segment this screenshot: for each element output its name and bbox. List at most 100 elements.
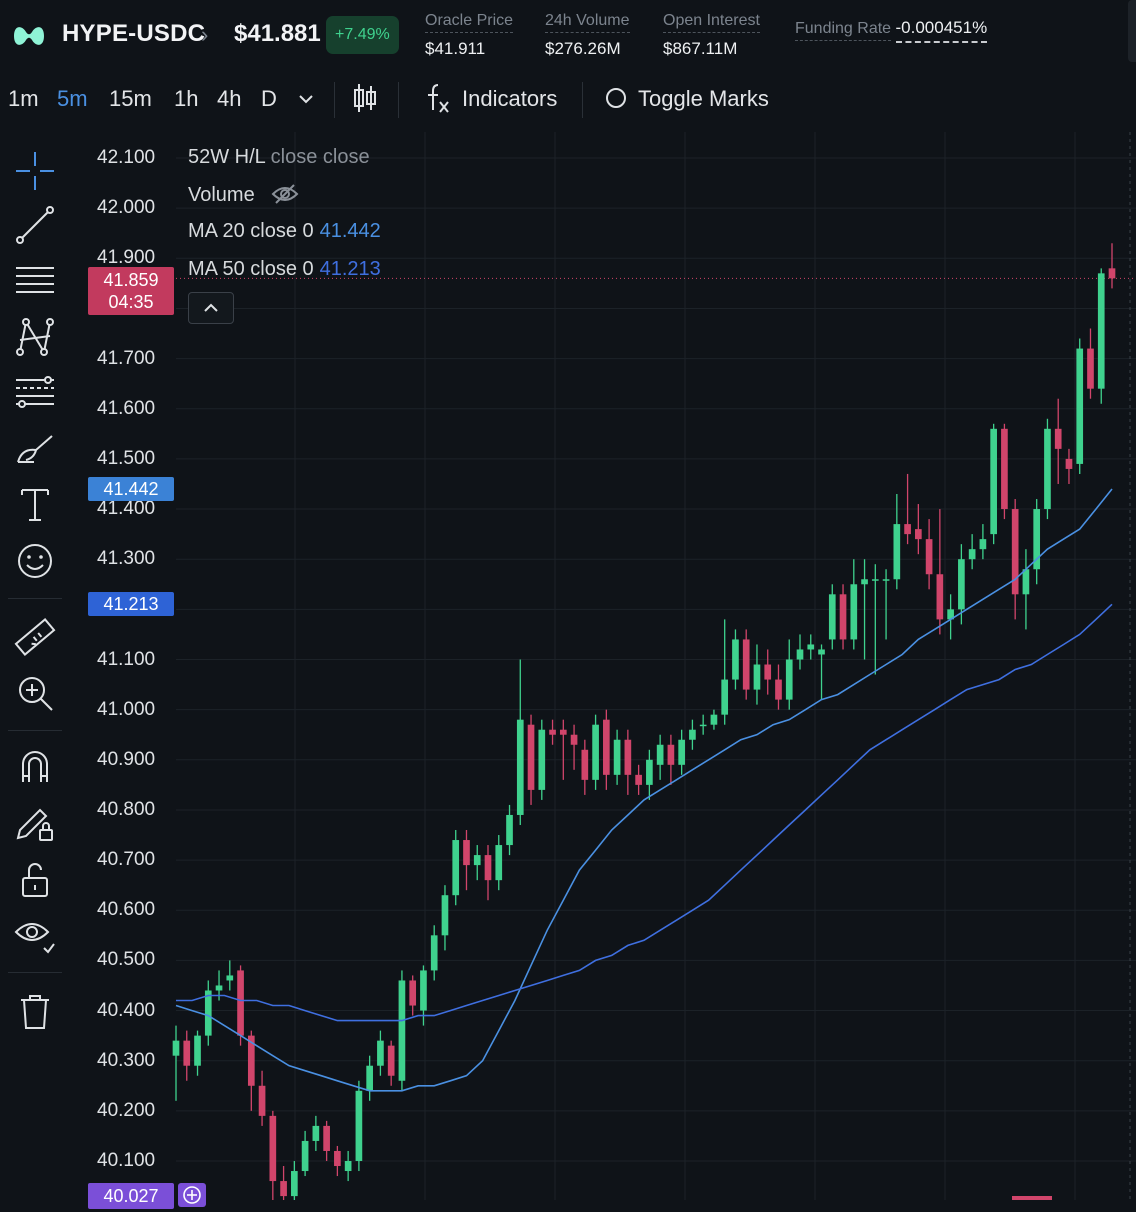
candle-body [301,1140,309,1172]
lock-drawing-tool[interactable] [12,800,58,846]
market-header: HYPE-USDC › $41.881 +7.49% Oracle Price … [0,0,1136,74]
brush-tool[interactable] [12,426,58,472]
stat-label[interactable]: Open Interest [663,12,760,33]
candle-body [839,594,847,640]
pattern-tool[interactable] [12,314,58,360]
candle-body [172,1040,180,1056]
candle-body [742,639,750,690]
pair-selector[interactable]: HYPE-USDC [62,20,206,47]
candle-body [258,1085,266,1116]
collapse-legend-button[interactable] [188,292,234,324]
y-axis-tick-label: 41.900 [97,247,156,269]
candle-body [915,529,922,540]
legend-52w-label: 52W H/L [188,146,266,168]
stat-value[interactable]: -0.000451% [895,18,988,43]
emoji-tool[interactable] [12,538,58,584]
candle-body [785,659,793,700]
ruler-tool[interactable] [12,614,58,660]
stat-value: $867.11M [663,39,738,58]
ma20-price-tag: 41.442 [88,477,174,501]
legend-ma50-value: 41.213 [319,258,381,280]
eye-icon [14,923,55,954]
candles-icon[interactable] [350,82,380,114]
candle-body [775,679,782,700]
candle-body [377,1040,384,1066]
eye-slash-icon[interactable] [270,183,300,205]
candle-body [828,594,836,640]
legend-ma50: MA 50 close 0 41.213 [188,258,381,281]
trend-line-tool[interactable] [12,202,58,248]
candle-body [387,1045,395,1076]
stat-open-interest: Open Interest $867.11M [663,12,760,59]
candle-body [559,729,567,735]
candle-body [409,980,417,1006]
y-axis-tick-label: 41.400 [97,498,156,520]
crosshair-icon [16,152,54,190]
y-axis-tick-label: 40.900 [97,748,156,770]
radio-circle-icon[interactable] [604,86,628,110]
candle-body [527,724,535,790]
timeframe-1m[interactable]: 1m [8,86,39,111]
candle-body [979,539,987,550]
candle-body [366,1065,373,1091]
delete-tool[interactable] [12,988,58,1034]
candle-body [237,970,244,1036]
candle-body [269,1115,277,1182]
timeframe-5m[interactable]: 5m [57,86,88,111]
visibility-tool[interactable] [12,912,58,958]
candle-body [871,579,879,581]
chart-toolbar: 1m 5m 15m 1h 4h D Indicators Toggle Mark… [0,74,1136,124]
price-change-badge: +7.49% [326,16,399,54]
y-axis-tick-label: 40.700 [97,849,156,871]
text-tool[interactable] [12,482,58,528]
ma50-line [176,603,1113,1022]
candle-body [1087,348,1094,389]
stat-label[interactable]: Funding Rate [795,20,892,41]
candle-body [721,679,729,715]
chevron-right-icon[interactable]: › [201,22,209,47]
stat-label[interactable]: Oracle Price [425,12,514,33]
stat-label[interactable]: 24h Volume [545,12,630,33]
unlock-tool[interactable] [12,856,58,902]
timeframe-d[interactable]: D [261,86,277,111]
candle-body [1108,268,1116,279]
candle-body [990,428,997,535]
timeframe-4h[interactable]: 4h [217,86,242,111]
candle-body [646,759,653,785]
candle-body [613,739,621,775]
candle-body [689,729,696,740]
timeframe-15m[interactable]: 15m [109,86,152,111]
last-price: $41.881 [234,20,321,47]
candle-body [968,549,976,560]
candle-body [344,1161,352,1172]
stat-24h-volume: 24h Volume $276.26M [545,12,630,59]
candle-body [247,1035,255,1086]
stat-oracle-price: Oracle Price $41.911 [425,12,514,59]
indicators-button[interactable]: Indicators [462,86,558,111]
candle-body [1022,569,1030,595]
candle-body [893,524,901,580]
volume-bar-indicator [1012,1196,1052,1200]
candle-body [656,744,664,765]
chevron-down-icon[interactable] [296,88,316,108]
chevron-up-icon [204,303,218,312]
fib-retracement-tool[interactable] [12,370,58,416]
zoom-tool[interactable] [12,670,58,716]
add-alert-button[interactable] [178,1183,206,1207]
toggle-marks-button[interactable]: Toggle Marks [638,86,769,111]
horizontal-lines-tool[interactable] [12,258,58,304]
magnet-tool[interactable] [12,744,58,790]
smiley-icon [18,544,52,578]
candle-body [635,774,642,785]
candle-body [807,644,815,650]
candle-body [753,664,761,690]
timeframe-1h[interactable]: 1h [174,86,199,111]
crosshair-tool[interactable] [12,148,58,194]
legend-ma20-value: 41.442 [319,220,381,242]
toolbar-divider [334,82,335,118]
function-icon[interactable] [424,82,452,114]
candle-body [732,639,739,680]
candle-body [570,734,578,745]
